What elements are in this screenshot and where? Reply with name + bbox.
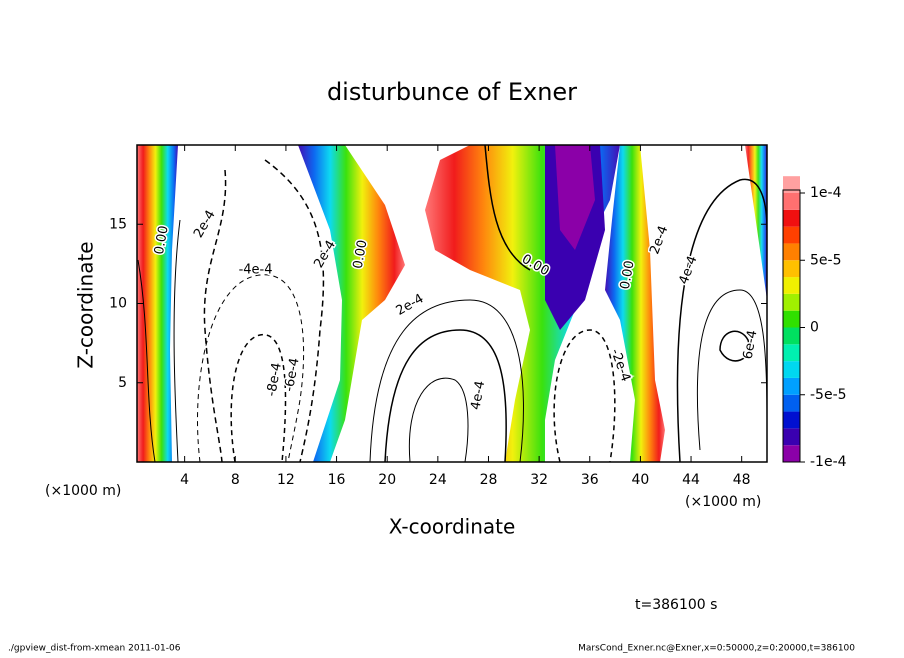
- colorbar-cell: [783, 310, 800, 328]
- colorbar-cell: [783, 176, 800, 193]
- filled-contours: [137, 145, 767, 462]
- colorbar-cell: [783, 226, 800, 244]
- x-tick-label: 44: [682, 472, 700, 488]
- time-label: t=386100 s: [635, 597, 717, 613]
- contour-label: 2e-4: [394, 291, 427, 319]
- contour-label: 0.00: [152, 225, 172, 256]
- colorbar-tick-label: -1e-4: [810, 454, 847, 470]
- x-unit-left: (×1000 m): [45, 483, 121, 499]
- colorbar-cell: [783, 260, 800, 278]
- x-tick-label: 40: [631, 472, 649, 488]
- contour-label: 2e-4: [191, 208, 219, 241]
- y-axis-label: Z-coordinate: [74, 241, 98, 368]
- contour-label: -4e-4: [239, 263, 273, 278]
- chart-title: disturbunce of Exner: [327, 78, 577, 106]
- colorbar-cell: [783, 394, 800, 412]
- colorbar-cell: [783, 411, 800, 429]
- contour-label: 2e-4: [647, 224, 671, 257]
- x-tick-label: 12: [277, 472, 295, 488]
- x-axis-label: X-coordinate: [389, 515, 516, 539]
- colorbar-tick-label: 5e-5: [810, 252, 841, 268]
- colorbar-cell: [783, 327, 800, 345]
- contour-label: 4e-4: [468, 380, 488, 411]
- colorbar-cell: [783, 428, 800, 446]
- colorbar-tick-label: 1e-4: [810, 185, 842, 201]
- colorbar-cell: [783, 277, 800, 294]
- x-tick-label: 28: [480, 472, 498, 488]
- colorbar-cell: [783, 193, 800, 210]
- x-tick-label: 16: [328, 472, 346, 488]
- contour-label: -8e-4: [264, 362, 285, 398]
- colorbar-cell: [783, 293, 800, 311]
- colorbar: [783, 176, 800, 462]
- y-tick-label: 15: [109, 216, 127, 232]
- colorbar-cell: [783, 361, 800, 378]
- x-tick-label: 32: [530, 472, 548, 488]
- x-tick-label: 8: [231, 472, 240, 488]
- contour-lines: [137, 145, 767, 462]
- y-tick-label: 5: [118, 375, 127, 391]
- x-tick-label: 36: [581, 472, 599, 488]
- contour-label: -6e-4: [282, 357, 303, 393]
- x-tick-label: 4: [180, 472, 189, 488]
- colorbar-cell: [783, 243, 800, 261]
- colorbar-tick-label: 0: [810, 320, 819, 336]
- colorbar-frame: [782, 189, 801, 463]
- contour-label: 0.00: [618, 259, 638, 290]
- contour-label: 6e-4: [741, 329, 761, 360]
- x-tick-label: 24: [429, 472, 447, 488]
- colorbar-cell: [783, 209, 800, 227]
- colorbar-cell: [783, 445, 800, 462]
- contour-label: 0.00: [351, 239, 371, 270]
- x-unit-right: (×1000 m): [685, 494, 761, 510]
- x-tick-label: 20: [378, 472, 396, 488]
- x-tick-label: 48: [733, 472, 751, 488]
- colorbar-cell: [783, 344, 800, 362]
- footer-left: ./gpview_dist-from-xmean 2011-01-06: [8, 644, 181, 654]
- colorbar-tick-label: -5e-5: [810, 387, 847, 403]
- colorbar-cell: [783, 377, 800, 395]
- y-tick-label: 10: [109, 296, 127, 312]
- footer-right: MarsCond_Exner.nc@Exner,x=0:50000,z=0:20…: [578, 644, 855, 654]
- contour-label: 4e-4: [676, 254, 700, 287]
